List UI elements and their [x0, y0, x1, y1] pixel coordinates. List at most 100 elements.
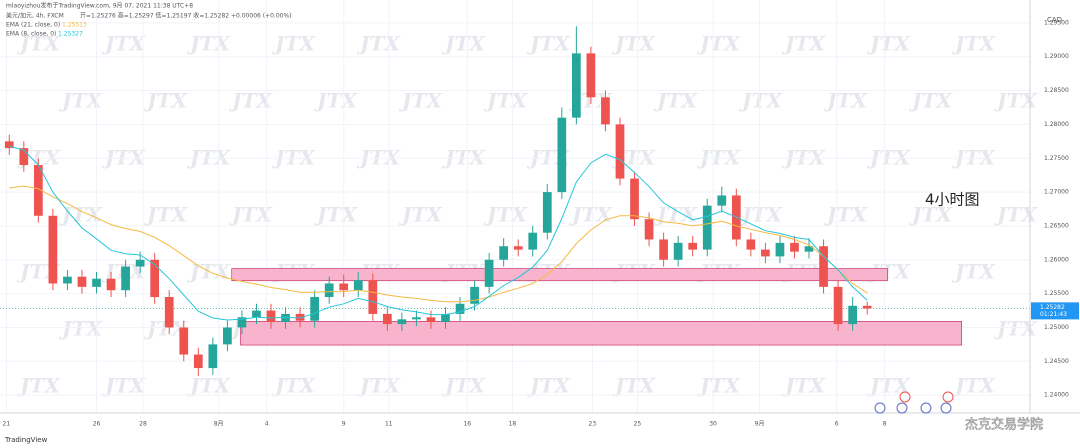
candle-body	[528, 232, 538, 250]
x-tick-label: 9月	[755, 421, 765, 428]
candle-body	[833, 286, 843, 325]
candle-body	[470, 286, 479, 304]
candle-body	[586, 53, 596, 98]
watermark: JTX	[653, 89, 698, 113]
watermark: JTX	[228, 203, 273, 227]
watermark: JTX	[696, 146, 741, 170]
watermark: JTX	[526, 374, 571, 398]
candle-body	[426, 317, 436, 323]
watermark: JTX	[908, 203, 953, 227]
price-box	[1031, 302, 1079, 320]
candle-body	[310, 297, 319, 321]
overlay-text: 杰克交易学院	[965, 417, 1043, 433]
watermark: JTX	[993, 317, 1038, 341]
candle-body	[819, 246, 828, 287]
x-tick-label: 8月	[214, 421, 224, 428]
watermark: JTX	[186, 146, 231, 170]
candle-body	[179, 327, 189, 355]
countdown: 01:21:43	[1040, 311, 1067, 318]
x-tick-label: 9	[342, 421, 346, 428]
x-tick-label: 16	[463, 421, 471, 428]
zone	[240, 321, 963, 346]
watermark: JTX	[143, 89, 188, 113]
candle-body	[688, 242, 698, 250]
icon	[896, 402, 908, 414]
watermark: JTX	[823, 89, 868, 113]
watermark: JTX	[781, 374, 826, 398]
watermark: JTX	[398, 203, 443, 227]
candle-body	[790, 242, 799, 252]
candle-body	[121, 266, 130, 291]
watermark: JTX	[16, 32, 61, 56]
header-line: mlaoyizhou发布于TradingView.com, 9月 07, 202…	[6, 2, 193, 10]
watermark: JTX	[228, 89, 273, 113]
watermark: JTX	[356, 32, 401, 56]
candle-body	[702, 205, 712, 250]
watermark: JTX	[866, 146, 911, 170]
candle-body	[106, 278, 116, 291]
icon	[920, 402, 932, 414]
candle-body	[746, 239, 756, 250]
icon	[942, 391, 954, 403]
y-tick-label: 1.24500	[1044, 358, 1069, 365]
watermark: JTX	[271, 374, 316, 398]
x-tick-label: 8	[883, 421, 887, 428]
candle-body	[150, 259, 160, 298]
watermark: JTX	[143, 203, 188, 227]
y-tick-label: 1.26500	[1044, 222, 1069, 229]
watermark: JTX	[101, 374, 146, 398]
watermark: JTX	[993, 203, 1038, 227]
candle-body	[542, 192, 552, 233]
watermark: JTX	[781, 32, 826, 56]
candle-body	[92, 278, 101, 287]
candle-body	[63, 276, 72, 284]
watermark: JTX	[866, 32, 911, 56]
legend-value: 1.25327	[58, 31, 83, 38]
x-tick-label: 18	[509, 421, 517, 428]
watermark: JTX	[951, 260, 996, 284]
price-label: 1.25282	[1040, 304, 1065, 311]
watermark: JTX	[313, 89, 358, 113]
candle-body	[717, 195, 727, 206]
legend-entry: EMA (21, close, 0)	[6, 22, 60, 29]
watermark: JTX	[568, 203, 613, 227]
candle-body	[848, 305, 858, 325]
y-tick-label: 1.24000	[1044, 392, 1069, 399]
watermark: JTX	[483, 203, 528, 227]
candle-body	[324, 283, 334, 298]
candle-body	[135, 259, 145, 267]
x-tick-label: 30	[709, 421, 717, 428]
ema-line	[9, 185, 868, 303]
candle-body	[33, 165, 43, 216]
watermark: JTX	[908, 89, 953, 113]
candle-body	[455, 303, 465, 314]
candle-body	[4, 141, 14, 149]
watermark: JTX	[58, 317, 103, 341]
candle-body	[761, 249, 770, 257]
watermark: JTX	[951, 32, 996, 56]
brand: TradingView	[4, 436, 48, 444]
candle-body	[193, 354, 203, 369]
icon	[940, 402, 952, 414]
candle-body	[804, 246, 814, 252]
y-tick-label: 1.29500	[1044, 19, 1069, 26]
watermark: JTX	[696, 32, 741, 56]
candle-body	[382, 313, 392, 325]
watermark: JTX	[186, 32, 231, 56]
candle-body	[397, 319, 407, 325]
watermark: JTX	[611, 32, 656, 56]
watermark: JTX	[441, 374, 486, 398]
watermark: JTX	[993, 89, 1038, 113]
candle-body	[281, 313, 290, 323]
candle-body	[615, 124, 625, 179]
watermark: JTX	[101, 146, 146, 170]
y-tick-label: 1.26000	[1044, 256, 1069, 263]
candle-body	[19, 148, 29, 166]
watermark: JTX	[271, 146, 316, 170]
candle-body	[339, 283, 349, 291]
plot	[0, 26, 1030, 377]
watermark: JTX	[101, 32, 146, 56]
icon	[899, 391, 911, 403]
candle-body	[572, 53, 581, 118]
